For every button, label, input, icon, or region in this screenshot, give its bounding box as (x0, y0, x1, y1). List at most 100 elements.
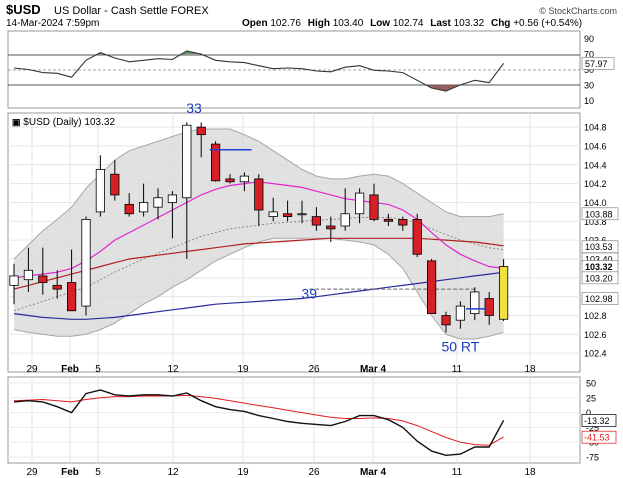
tsi-tick-label: -25 (586, 423, 599, 433)
candle (196, 122, 206, 158)
price-tick-label: 104.2 (584, 179, 607, 189)
instrument-name: US Dollar - Cash Settle FOREX (54, 5, 209, 17)
rsi-tag: 57.97 (581, 57, 615, 70)
x-tick-label: 12 (167, 364, 179, 375)
svg-text:103.20: 103.20 (585, 273, 613, 283)
annotation-label: 50 RT (441, 338, 479, 354)
tsi-tag: -13.32 (581, 414, 617, 427)
candle (81, 216, 91, 316)
price-tag-sma-50: 103.53 (581, 240, 619, 254)
x-tick-label: 26 (308, 467, 320, 478)
tsi-line (13, 389, 505, 457)
price-tick-label: 104.6 (584, 141, 607, 151)
x-axis-top: 29 Feb 5 12 19 26 Mar 4 11 18 (26, 364, 536, 375)
candle (67, 249, 77, 312)
candle (9, 263, 19, 305)
rsi-tick-label: 70 (584, 50, 594, 60)
price-tick-label: 104.0 (584, 198, 607, 208)
tsi-tick-label: 50 (586, 378, 596, 388)
x-tick-label: 26 (308, 364, 320, 375)
svg-text:57.97: 57.97 (585, 59, 608, 69)
annotation-label: 33 (186, 100, 202, 116)
price-tick-label: 104.4 (584, 160, 607, 170)
price-tick-label: 104.8 (584, 123, 607, 133)
ohlc-readout: Open 102.76 High 103.40 Low 102.74 Last … (242, 18, 582, 29)
candle (383, 213, 394, 227)
price-panel: ▣ $USD (Daily) 103.32 104.8 104.6 104.4 104… (7, 100, 619, 405)
price-axis: 104.8104.6104.4104.2104.0103.8103.6103.4… (581, 123, 619, 359)
candle (369, 183, 379, 222)
candle (455, 301, 466, 329)
candle (498, 258, 509, 322)
x-tick-label: Mar 4 (360, 364, 387, 375)
candle (441, 311, 451, 333)
candle (210, 141, 221, 182)
candle (38, 247, 48, 295)
candle (398, 216, 408, 231)
candle (110, 160, 120, 201)
rsi-tick-label: 10 (584, 96, 594, 106)
x-tick-label: 18 (524, 467, 536, 478)
x-tick-label: 19 (237, 467, 249, 478)
price-tag-ema: 103.20 (581, 271, 619, 285)
annotation-label: 39 (301, 286, 317, 302)
candle (354, 188, 365, 224)
tsi-tick-label: -75 (586, 453, 599, 463)
x-tick-label: 29 (26, 364, 38, 375)
rsi-line (13, 50, 505, 92)
x-tick-label: 18 (524, 364, 536, 375)
svg-text:-13.32: -13.32 (584, 416, 610, 426)
price-tick-label: 102.6 (584, 330, 607, 340)
price-panel-title: ▣ $USD (Daily) 103.32 (12, 117, 115, 128)
watermark: © StockCharts.com (539, 6, 617, 16)
svg-text:-41.53: -41.53 (584, 433, 610, 443)
tsi-signal-line (13, 394, 504, 446)
svg-text:103.32: 103.32 (585, 262, 613, 272)
svg-text:103.53: 103.53 (585, 242, 613, 252)
candle (225, 174, 235, 184)
chart-header: $USD US Dollar - Cash Settle FOREX 14-Ma… (6, 2, 617, 29)
candle (182, 122, 192, 259)
tsi-tag: -41.53 (581, 430, 617, 444)
x-tick-label: 11 (452, 364, 463, 375)
price-tag-bb-mid: 102.98 (581, 292, 619, 305)
candle (311, 207, 322, 231)
candle (124, 193, 134, 217)
candle (326, 216, 336, 243)
tsi-tick-label: 0 (586, 408, 591, 418)
rsi-panel: 90 70 50 30 10 57.97 (7, 30, 615, 109)
svg-text:103.40: 103.40 (585, 254, 613, 264)
ma-red-line (13, 237, 504, 290)
x-tick-label: 29 (26, 467, 38, 478)
candle (52, 270, 62, 299)
candle (167, 191, 177, 239)
x-tick-label: 19 (237, 364, 249, 375)
candle (95, 155, 105, 217)
candle (23, 247, 34, 292)
x-axis-bottom: 29 Feb 5 12 19 26 Mar 4 11 18 (26, 467, 536, 478)
svg-text:103.88: 103.88 (585, 209, 613, 219)
bollinger-upper (13, 128, 504, 260)
x-tick-label: 12 (167, 467, 179, 478)
rsi-tick-label: 90 (584, 34, 594, 44)
price-tick-label: 102.4 (584, 349, 607, 359)
x-tick-label: 5 (95, 467, 101, 478)
symbol: $USD (6, 2, 41, 17)
rsi-tick-label: 30 (584, 80, 594, 90)
bollinger-band-fill (14, 129, 504, 339)
x-tick-label: 11 (452, 467, 463, 478)
x-tick-label: Feb (61, 467, 79, 478)
candle (153, 188, 163, 220)
candle (239, 172, 249, 192)
svg-text:102.98: 102.98 (585, 294, 613, 304)
x-tick-label: Mar 4 (360, 467, 387, 478)
chart-date: 14-Mar-2024 7:59pm (6, 18, 99, 29)
candle (484, 291, 494, 325)
x-tick-label: Feb (61, 364, 79, 375)
price-tick-label: 102.8 (584, 311, 607, 321)
candle (426, 258, 437, 315)
candle (282, 200, 293, 222)
